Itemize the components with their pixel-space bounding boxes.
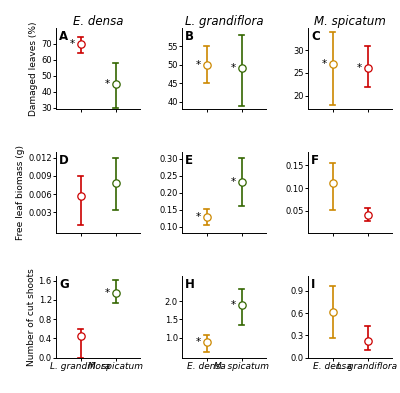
Point bbox=[238, 302, 245, 308]
Text: D: D bbox=[59, 154, 69, 167]
Title: L. grandiflora: L. grandiflora bbox=[185, 15, 263, 28]
Text: B: B bbox=[185, 30, 194, 43]
Y-axis label: Free leaf biomass (g): Free leaf biomass (g) bbox=[16, 145, 25, 240]
Text: *: * bbox=[322, 59, 327, 69]
Text: *: * bbox=[196, 60, 201, 70]
Point bbox=[112, 180, 119, 186]
Point bbox=[77, 40, 84, 47]
Point bbox=[329, 180, 336, 187]
Point bbox=[112, 81, 119, 87]
Point bbox=[238, 65, 245, 72]
Text: *: * bbox=[196, 337, 201, 347]
Point bbox=[203, 339, 210, 345]
Text: *: * bbox=[105, 79, 110, 88]
Title: M. spicatum: M. spicatum bbox=[314, 15, 386, 28]
Text: *: * bbox=[357, 63, 362, 73]
Text: *: * bbox=[231, 300, 236, 310]
Text: H: H bbox=[185, 278, 195, 291]
Point bbox=[364, 338, 371, 344]
Point bbox=[364, 65, 371, 72]
Text: *: * bbox=[70, 39, 75, 48]
Text: *: * bbox=[105, 288, 110, 298]
Text: *: * bbox=[196, 212, 201, 222]
Text: F: F bbox=[311, 154, 319, 167]
Text: *: * bbox=[231, 177, 236, 187]
Text: E: E bbox=[185, 154, 193, 167]
Point bbox=[203, 62, 210, 68]
Point bbox=[203, 214, 210, 220]
Point bbox=[364, 212, 371, 219]
Point bbox=[112, 290, 119, 296]
Text: G: G bbox=[59, 278, 69, 291]
Point bbox=[238, 179, 245, 185]
Y-axis label: Damaged leaves (%): Damaged leaves (%) bbox=[30, 21, 38, 116]
Point bbox=[77, 333, 84, 339]
Text: I: I bbox=[311, 278, 316, 291]
Text: C: C bbox=[311, 30, 320, 43]
Point bbox=[329, 309, 336, 315]
Y-axis label: Number of cut shoots: Number of cut shoots bbox=[27, 268, 36, 365]
Point bbox=[329, 61, 336, 67]
Text: *: * bbox=[231, 63, 236, 73]
Point bbox=[77, 193, 84, 199]
Text: A: A bbox=[59, 30, 68, 43]
Title: E. densa: E. densa bbox=[73, 15, 123, 28]
